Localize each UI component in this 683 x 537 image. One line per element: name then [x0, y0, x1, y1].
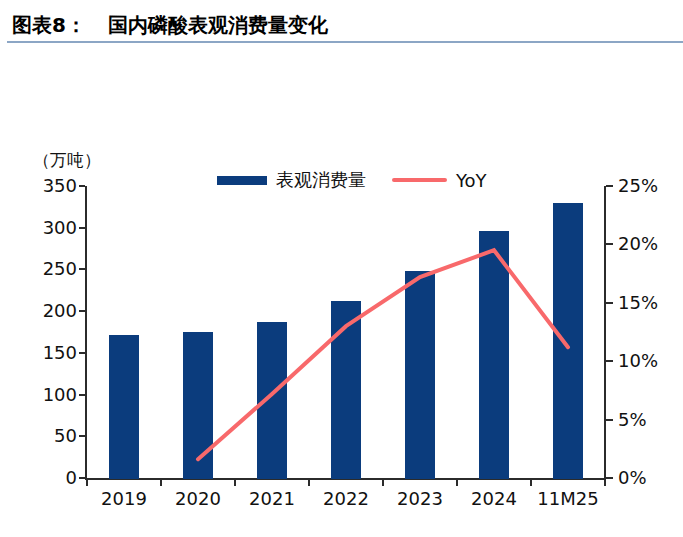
left-axis-tick [79, 477, 85, 479]
x-axis-category-label: 2024 [452, 488, 536, 510]
legend-item-yoy: YoY [392, 170, 487, 191]
right-axis-tick-label: 0% [618, 467, 647, 489]
bar-series-swatch-icon [217, 176, 267, 185]
bar-2019 [109, 335, 139, 480]
left-axis-tick-label: 100 [27, 384, 77, 406]
chart-legend: 表观消费量 YoY [217, 168, 487, 192]
right-y-axis-line [604, 186, 606, 480]
bar-2023 [405, 271, 435, 479]
bar-2020 [183, 332, 213, 479]
right-axis-tick-label: 25% [618, 175, 658, 197]
left-axis-tick [79, 227, 85, 229]
left-axis-tick [79, 435, 85, 437]
left-axis-tick [79, 352, 85, 354]
x-axis-tick [530, 480, 532, 486]
x-axis-category-label: 2021 [230, 488, 314, 510]
bar-2022 [331, 301, 361, 479]
right-axis-tick [606, 243, 613, 245]
legend-item-consumption: 表观消费量 [217, 168, 366, 192]
left-axis-tick-label: 0 [27, 467, 77, 489]
x-axis-category-label: 11M25 [526, 488, 610, 510]
left-y-axis-line [85, 186, 87, 480]
left-axis-tick-label: 150 [27, 342, 77, 364]
x-axis-tick [604, 480, 606, 486]
x-axis-tick [234, 480, 236, 486]
x-axis-tick [160, 480, 162, 486]
bar-11M25 [553, 203, 583, 479]
line-series-swatch-icon [392, 178, 447, 182]
right-axis-tick [606, 477, 613, 479]
x-axis-category-label: 2023 [378, 488, 462, 510]
right-axis-tick [606, 185, 613, 187]
figure-title: 国内磷酸表观消费量变化 [108, 12, 328, 39]
left-axis-unit-label: （万吨） [33, 149, 101, 172]
left-axis-tick [79, 268, 85, 270]
left-axis-tick-label: 50 [27, 425, 77, 447]
legend-label-consumption: 表观消费量 [276, 168, 366, 192]
left-axis-tick-label: 350 [27, 175, 77, 197]
left-axis-tick [79, 394, 85, 396]
bar-2021 [257, 322, 287, 479]
yoy-polyline [198, 250, 568, 459]
right-axis-tick-label: 15% [618, 292, 658, 314]
x-axis-tick [382, 480, 384, 486]
x-axis-tick [456, 480, 458, 486]
x-axis-category-label: 2022 [304, 488, 388, 510]
left-axis-tick-label: 250 [27, 258, 77, 280]
x-axis-tick [308, 480, 310, 486]
left-axis-tick [79, 185, 85, 187]
figure-container: 图表8： 国内磷酸表观消费量变化 （万吨） 表观消费量 YoY 0 50 100 15… [0, 0, 683, 537]
x-axis-tick [86, 480, 88, 486]
x-axis-category-label: 2019 [82, 488, 166, 510]
figure-header: 图表8： 国内磷酸表观消费量变化 [12, 12, 328, 39]
left-axis-tick-label: 300 [27, 217, 77, 239]
right-axis-tick-label: 10% [618, 350, 658, 372]
bar-2024 [479, 231, 509, 479]
figure-label: 图表8： [12, 12, 86, 39]
x-axis-category-label: 2020 [156, 488, 240, 510]
left-axis-tick [79, 310, 85, 312]
right-axis-tick [606, 302, 613, 304]
right-axis-tick [606, 419, 613, 421]
left-axis-tick-label: 200 [27, 300, 77, 322]
right-axis-tick-label: 20% [618, 233, 658, 255]
title-underline [7, 41, 683, 43]
right-axis-tick-label: 5% [618, 409, 647, 431]
legend-label-yoy: YoY [456, 170, 487, 191]
right-axis-tick [606, 360, 613, 362]
